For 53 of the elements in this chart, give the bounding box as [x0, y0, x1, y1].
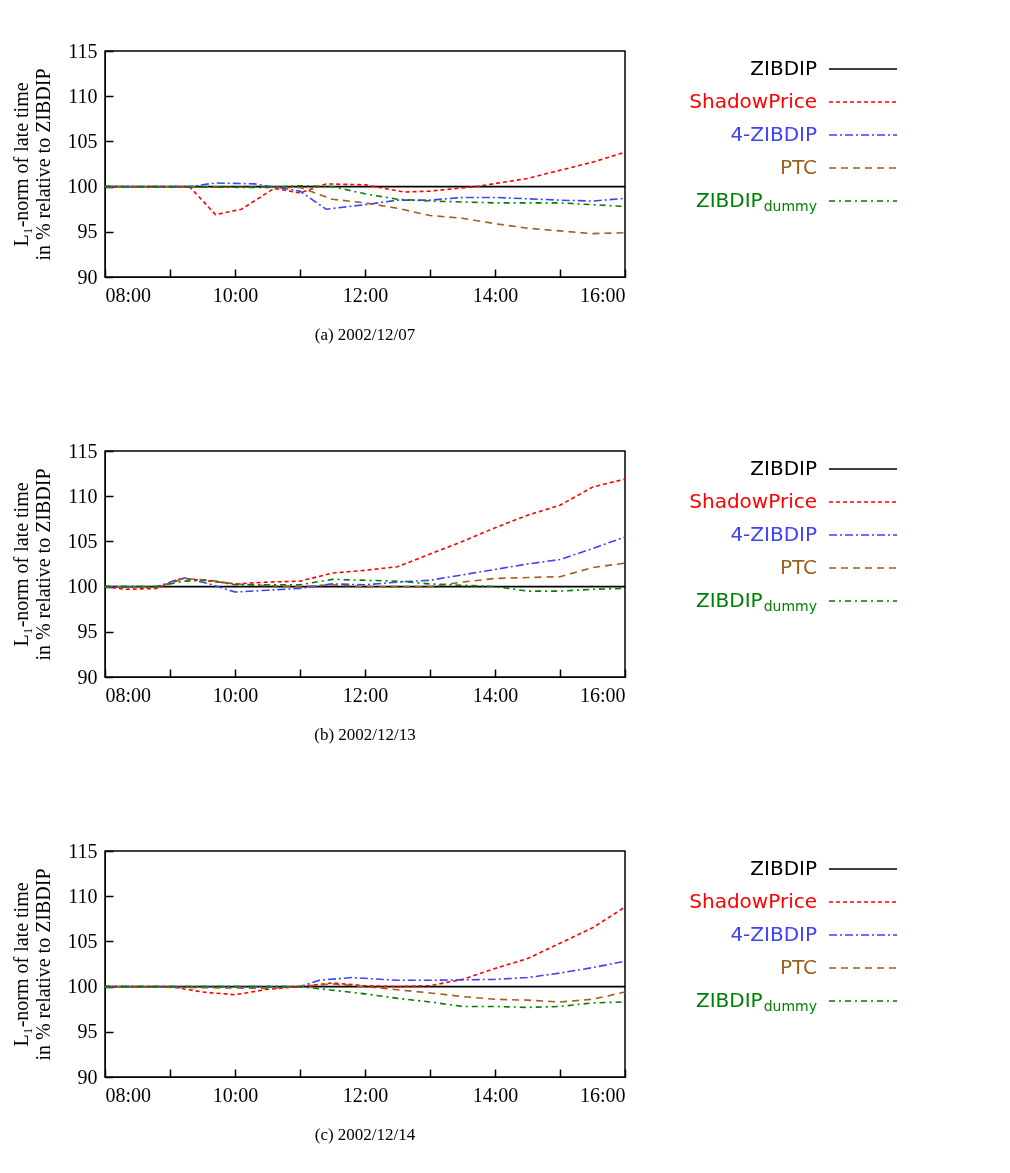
x-tick-label: 16:00	[579, 1083, 626, 1106]
x-tick-label: 12:00	[342, 683, 389, 706]
y-tick-label: 90	[77, 665, 98, 688]
y-tick-label: 100	[67, 175, 98, 198]
legend-label: ZIBDIP	[750, 56, 817, 80]
text: (a) 2002/12/07	[314, 325, 416, 344]
legend-label: PTC	[779, 555, 817, 579]
legend-label: ShadowPrice	[689, 489, 817, 513]
y-tick-label: 95	[77, 620, 98, 643]
y-tick-label: 115	[68, 439, 98, 462]
legend-label: ZIBDIP	[750, 856, 817, 880]
text: (b) 2002/12/13	[314, 725, 416, 744]
legend-label: ShadowPrice	[689, 89, 817, 113]
y-tick-label: 95	[77, 1020, 98, 1043]
text: (c) 2002/12/14	[314, 1125, 416, 1144]
y-axis-title: L₁-norm of late time in % relative to ZIBDIP	[9, 868, 54, 1061]
x-tick-label: 14:00	[472, 283, 519, 306]
x-tick-label: 08:00	[105, 283, 152, 306]
y-tick-label: 90	[77, 265, 98, 288]
x-tick-label: 16:00	[579, 283, 626, 306]
x-tick-label: 10:00	[212, 283, 259, 306]
x-tick-label: 08:00	[105, 1083, 152, 1106]
y-axis-title: L₁-norm of late time in % relative to ZIBDIP	[9, 68, 54, 261]
y-tick-label: 110	[68, 484, 98, 507]
x-tick-label: 14:00	[472, 1083, 519, 1106]
y-tick-label: 105	[67, 929, 98, 952]
legend-label: 4-ZIBDIP	[730, 522, 817, 546]
x-tick-label: 14:00	[472, 683, 519, 706]
x-tick-label: 12:00	[342, 283, 389, 306]
x-tick-label: 08:00	[105, 683, 152, 706]
y-tick-label: 115	[68, 839, 98, 862]
line-series	[105, 478, 625, 591]
legend-label: ShadowPrice	[689, 889, 817, 913]
x-tick-label: 10:00	[212, 683, 259, 706]
x-tick-label: 16:00	[579, 683, 626, 706]
legend-label: PTC	[779, 955, 817, 979]
legend-label: 4-ZIBDIP	[730, 122, 817, 146]
legend-label: PTC	[779, 155, 817, 179]
y-axis-title: L₁-norm of late time in % relative to ZIBDIP	[9, 468, 54, 661]
y-tick-label: 105	[67, 529, 98, 552]
line-series	[105, 985, 625, 1009]
y-tick-label: 110	[68, 884, 98, 907]
y-tick-label: 100	[67, 575, 98, 598]
legend-label: ZIBDIP	[750, 456, 817, 480]
x-tick-label: 12:00	[342, 1083, 389, 1106]
y-tick-label: 115	[68, 39, 98, 62]
y-tick-label: 95	[77, 220, 98, 243]
y-tick-label: 105	[67, 129, 98, 152]
x-tick-label: 10:00	[212, 1083, 259, 1106]
y-tick-label: 100	[67, 975, 98, 998]
y-tick-label: 90	[77, 1065, 98, 1088]
y-tick-label: 110	[68, 84, 98, 107]
legend-label: 4-ZIBDIP	[730, 922, 817, 946]
